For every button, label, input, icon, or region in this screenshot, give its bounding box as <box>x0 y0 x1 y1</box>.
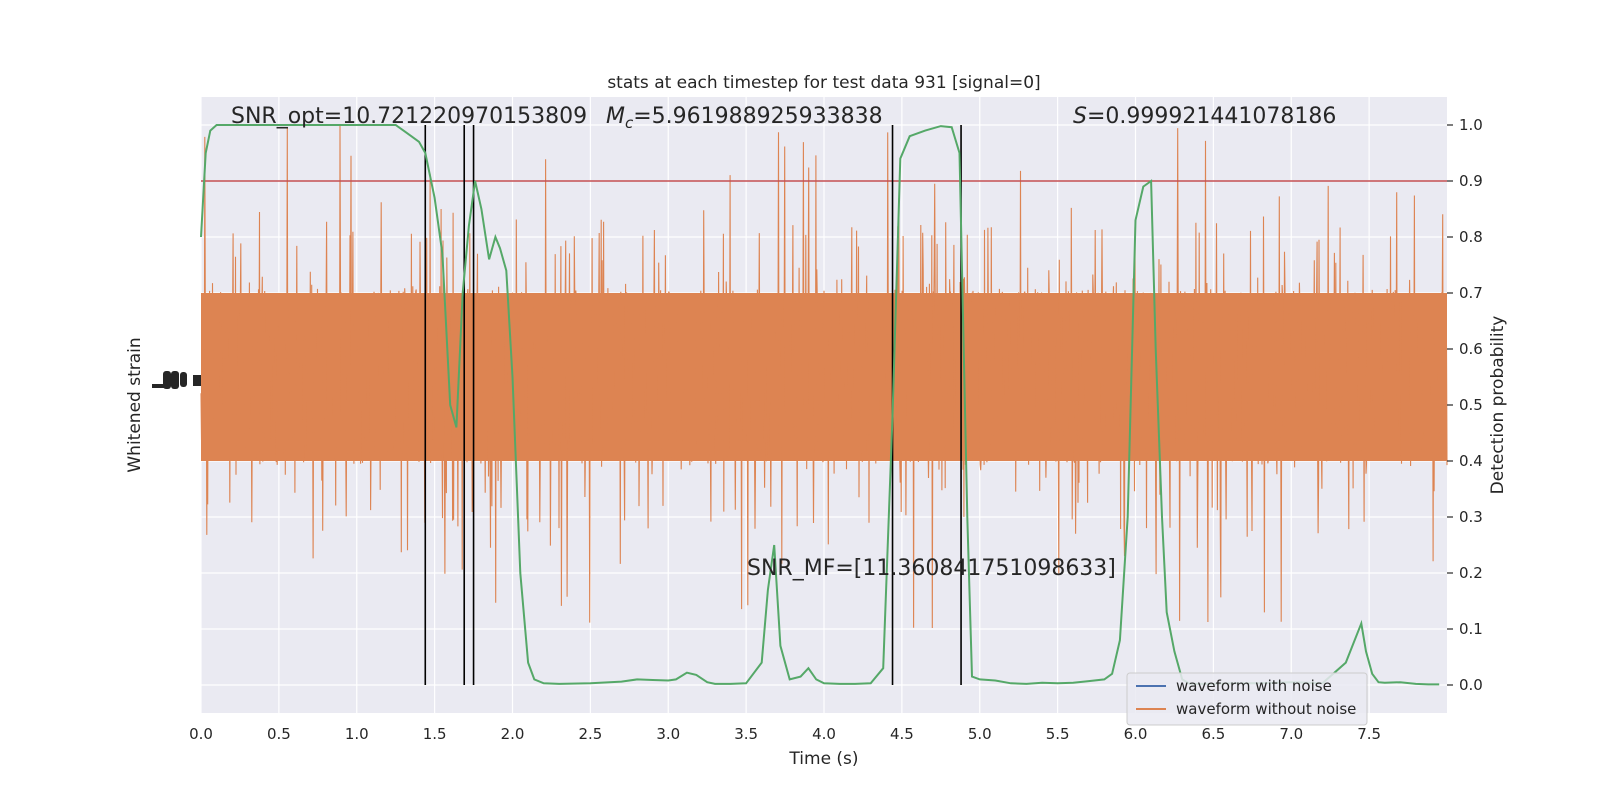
snr-opt-annotation: SNR_opt=10.721220970153809 <box>231 104 587 129</box>
x-tick-label: 5.5 <box>1046 725 1070 743</box>
snr-mf-annotation: SNR_MF=[11.360841751098633] <box>747 556 1116 581</box>
y-right-tick-label: 0.4 <box>1459 452 1483 470</box>
y-right-tick-label: 0.0 <box>1459 676 1483 694</box>
chart-title: stats at each timestep for test data 931… <box>607 73 1040 93</box>
x-tick-label: 7.0 <box>1279 725 1303 743</box>
chirp-mass-annotation: Mc=5.961988925933838 <box>606 104 883 132</box>
x-tick-label: 6.5 <box>1201 725 1225 743</box>
x-tick-label: 5.0 <box>968 725 992 743</box>
strain-line <box>200 125 1448 629</box>
legend: waveform with noise waveform without noi… <box>1126 672 1368 726</box>
y-right-tick-label: 0.8 <box>1459 228 1483 246</box>
x-tick-label: 4.5 <box>890 725 914 743</box>
x-tick-label: 1.0 <box>345 725 369 743</box>
probability-series <box>200 124 1440 686</box>
x-tick-label: 4.0 <box>812 725 836 743</box>
y-right-tick-label: 0.2 <box>1459 564 1483 582</box>
left-axis-tick-blob <box>152 371 201 389</box>
legend-box <box>1126 672 1368 726</box>
x-tick-label: 3.0 <box>656 725 680 743</box>
x-axis-ticks: 0.0 0.5 1.0 1.5 2.0 2.5 3.0 3.5 4.0 4.5 5.0 5.5 6.0 6… <box>189 725 1381 743</box>
strain-series <box>200 125 1448 629</box>
y-right-tick-label: 1.0 <box>1459 116 1483 134</box>
x-tick-label: 2.5 <box>578 725 602 743</box>
x-tick-label: 0.5 <box>267 725 291 743</box>
y-right-tick-label: 0.1 <box>1459 620 1483 638</box>
legend-label-noise: waveform with noise <box>1176 677 1332 695</box>
y-right-tick-label: 0.5 <box>1459 396 1483 414</box>
y-right-axis-label: Detection probability <box>1488 316 1508 495</box>
x-axis-label: Time (s) <box>788 749 858 769</box>
legend-label-clean: waveform without noise <box>1176 700 1356 718</box>
y-right-tick-label: 0.6 <box>1459 340 1483 358</box>
x-tick-label: 6.0 <box>1124 725 1148 743</box>
x-tick-label: 1.5 <box>423 725 447 743</box>
y-right-tick-label: 0.7 <box>1459 284 1483 302</box>
x-tick-label: 0.0 <box>189 725 213 743</box>
probability-line <box>200 124 1440 686</box>
x-tick-label: 3.5 <box>734 725 758 743</box>
y-left-axis-label: Whitened strain <box>125 337 145 472</box>
s-annotation: S=0.999921441078186 <box>1073 104 1336 129</box>
y-right-tick-label: 0.9 <box>1459 172 1483 190</box>
x-tick-label: 7.5 <box>1357 725 1381 743</box>
x-tick-label: 2.0 <box>501 725 525 743</box>
y-right-axis-ticks: 0.0 0.1 0.2 0.3 0.4 0.5 0.6 0.7 0.8 0.9 1.0 <box>1447 116 1483 694</box>
y-right-tick-label: 0.3 <box>1459 508 1483 526</box>
